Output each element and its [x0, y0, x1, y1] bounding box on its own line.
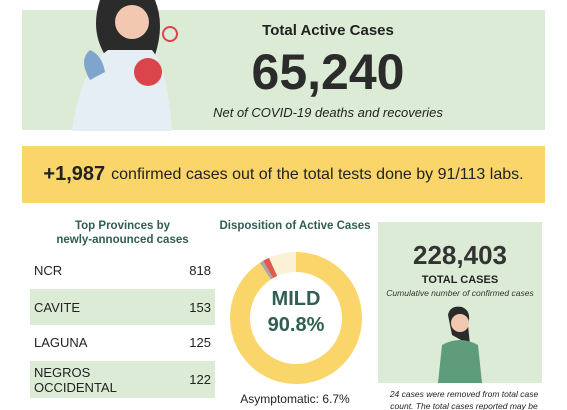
total-cases-title: TOTAL CASES — [421, 274, 499, 286]
province-count: 122 — [189, 372, 211, 387]
donut-title: Disposition of Active Cases — [219, 220, 371, 232]
new-cases-banner: +1,987 confirmed cases out of the total … — [22, 146, 545, 203]
asymptomatic-name: Asymptomatic — [240, 392, 316, 406]
asymptomatic-value: 6.7% — [322, 392, 350, 406]
donut-segment — [269, 252, 297, 277]
footnote-line: 24 cases were removed from total case — [389, 389, 539, 399]
province-name: NCR — [34, 263, 63, 278]
active-cases-note: Net of COVID-19 deaths and recoveries — [213, 105, 443, 120]
provinces-title-line: newly-announced cases — [56, 234, 189, 246]
total-cases-note: Cumulative number of confirmed cases — [386, 288, 534, 298]
illustration-woman-coughing — [72, 0, 178, 131]
province-count: 818 — [189, 263, 211, 278]
mild-value: 90.8% — [267, 314, 325, 336]
province-name: CAVITE — [34, 299, 80, 315]
new-cases-value: +1,987 — [43, 163, 106, 185]
donut-segment — [230, 252, 362, 384]
province-row: LAGUNA 125 — [30, 325, 215, 360]
footnote-line: count. The total cases reported may be — [390, 401, 538, 410]
donut-chart — [230, 252, 362, 384]
footnote: 24 cases were removed from total case co… — [378, 388, 550, 410]
total-cases-value: 228,403 — [413, 240, 507, 270]
province-name: LAGUNA — [34, 335, 88, 350]
donut-segment — [259, 260, 274, 280]
provinces-title: Top Provinces by newly-announced cases — [30, 219, 215, 247]
mild-name: MILD — [271, 288, 321, 310]
provinces-title-line: Top Provinces by — [74, 220, 170, 232]
donut-segment — [263, 257, 278, 279]
province-count: 153 — [189, 299, 211, 315]
active-cases-title: Total Active Cases — [262, 22, 394, 39]
province-row: NEGROS OCCIDENTAL 122 — [30, 361, 215, 398]
asymptomatic-label: Asymptomatic: 6.7% — [240, 392, 350, 406]
province-row: NCR 818 — [30, 252, 215, 289]
donut-center-label: MILD 90.8% — [226, 286, 366, 338]
province-row: CAVITE 153 — [30, 289, 215, 325]
new-cases-text: confirmed cases out of the total tests d… — [111, 165, 524, 183]
active-cases-value: 65,240 — [251, 44, 405, 100]
province-count: 125 — [189, 335, 211, 350]
province-name: NEGROS OCCIDENTAL — [34, 364, 117, 395]
illustration-person — [438, 306, 482, 383]
